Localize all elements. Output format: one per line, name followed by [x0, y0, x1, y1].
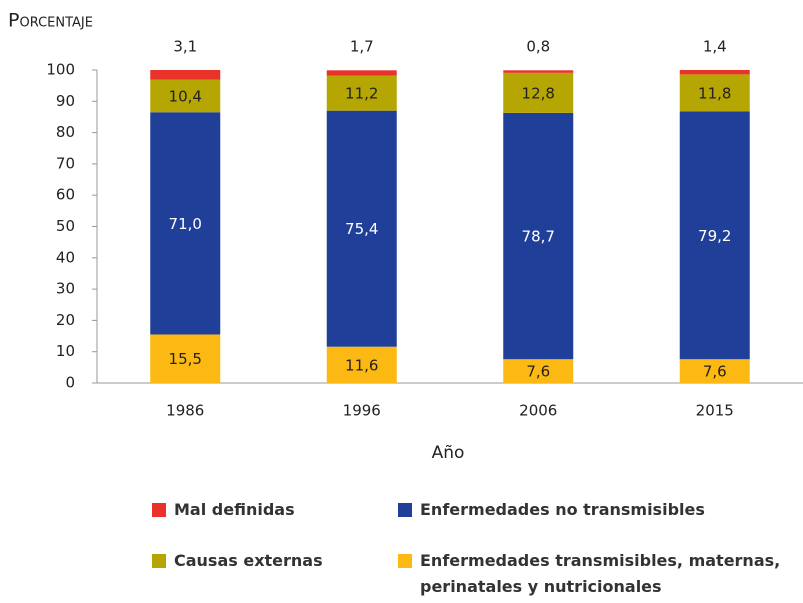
legend-item: Enfermedades no transmisibles — [398, 497, 788, 523]
value-label: 75,4 — [345, 220, 378, 238]
bar-segment — [150, 112, 221, 335]
bar-segment — [326, 70, 397, 76]
chart-title: Porcentaje — [8, 10, 93, 32]
legend-label: Enfermedades transmisibles, maternas, pe… — [420, 551, 781, 596]
bar-segment — [150, 334, 221, 383]
bar-segment — [679, 70, 750, 75]
legend-label: Enfermedades no transmisibles — [420, 500, 705, 519]
legend-label: Causas externas — [174, 551, 323, 570]
y-tick-label: 80 — [56, 123, 75, 141]
legend-swatch — [152, 554, 166, 568]
bar-segment — [679, 74, 750, 112]
y-tick-label: 20 — [56, 311, 75, 329]
y-tick-label: 70 — [56, 154, 75, 172]
value-label: 11,2 — [345, 85, 378, 103]
bar-segment — [150, 79, 221, 113]
bar-segment — [679, 359, 750, 383]
value-label: 3,1 — [173, 38, 197, 56]
bar-segment — [326, 110, 397, 347]
y-tick-label: 10 — [56, 342, 75, 360]
y-tick-label: 100 — [46, 61, 75, 79]
value-label: 7,6 — [703, 363, 727, 381]
value-label: 10,4 — [169, 87, 202, 105]
y-tick-label: 50 — [56, 217, 75, 235]
x-tick-label: 1986 — [166, 402, 204, 420]
y-tick-label: 0 — [65, 374, 75, 392]
bar-segment — [503, 112, 574, 360]
bar-segment — [503, 359, 574, 383]
value-label: 1,7 — [350, 38, 374, 56]
legend-label: Mal definidas — [174, 500, 295, 519]
legend-swatch — [152, 503, 166, 517]
x-tick-label: 2015 — [696, 402, 734, 420]
value-label: 15,5 — [169, 350, 202, 368]
bar-segment — [679, 111, 750, 360]
y-tick-label: 60 — [56, 186, 75, 204]
bar-segment — [503, 70, 574, 73]
value-label: 12,8 — [522, 84, 555, 102]
chart: Porcentaje Año 0 10 20 30 40 50 60 70 80 90 100 198… — [8, 10, 803, 463]
x-axis-label: Año — [432, 443, 465, 463]
y-tick-label: 30 — [56, 280, 75, 298]
legend-swatch — [398, 554, 412, 568]
value-label: 71,0 — [169, 215, 202, 233]
legend-item: Causas externas — [152, 548, 382, 574]
value-label: 11,8 — [698, 84, 731, 102]
value-label: 78,7 — [522, 228, 555, 246]
value-label: 79,2 — [698, 227, 731, 245]
legend-swatch — [398, 503, 412, 517]
value-label: 11,6 — [345, 356, 378, 374]
bar-segment — [326, 346, 397, 383]
bar-segment — [326, 75, 397, 111]
value-label: 7,6 — [526, 363, 550, 381]
value-label: 1,4 — [703, 38, 727, 56]
x-tick-label: 1996 — [343, 402, 381, 420]
legend-item: Mal definidas — [152, 497, 382, 523]
bar-segment — [150, 70, 221, 80]
y-tick-label: 90 — [56, 92, 75, 110]
x-tick-label: 2006 — [519, 402, 557, 420]
value-label: 0,8 — [526, 38, 550, 56]
y-tick-label: 40 — [56, 248, 75, 266]
bar-segment — [503, 72, 574, 113]
legend-item: Enfermedades transmisibles, maternas, pe… — [398, 548, 783, 600]
